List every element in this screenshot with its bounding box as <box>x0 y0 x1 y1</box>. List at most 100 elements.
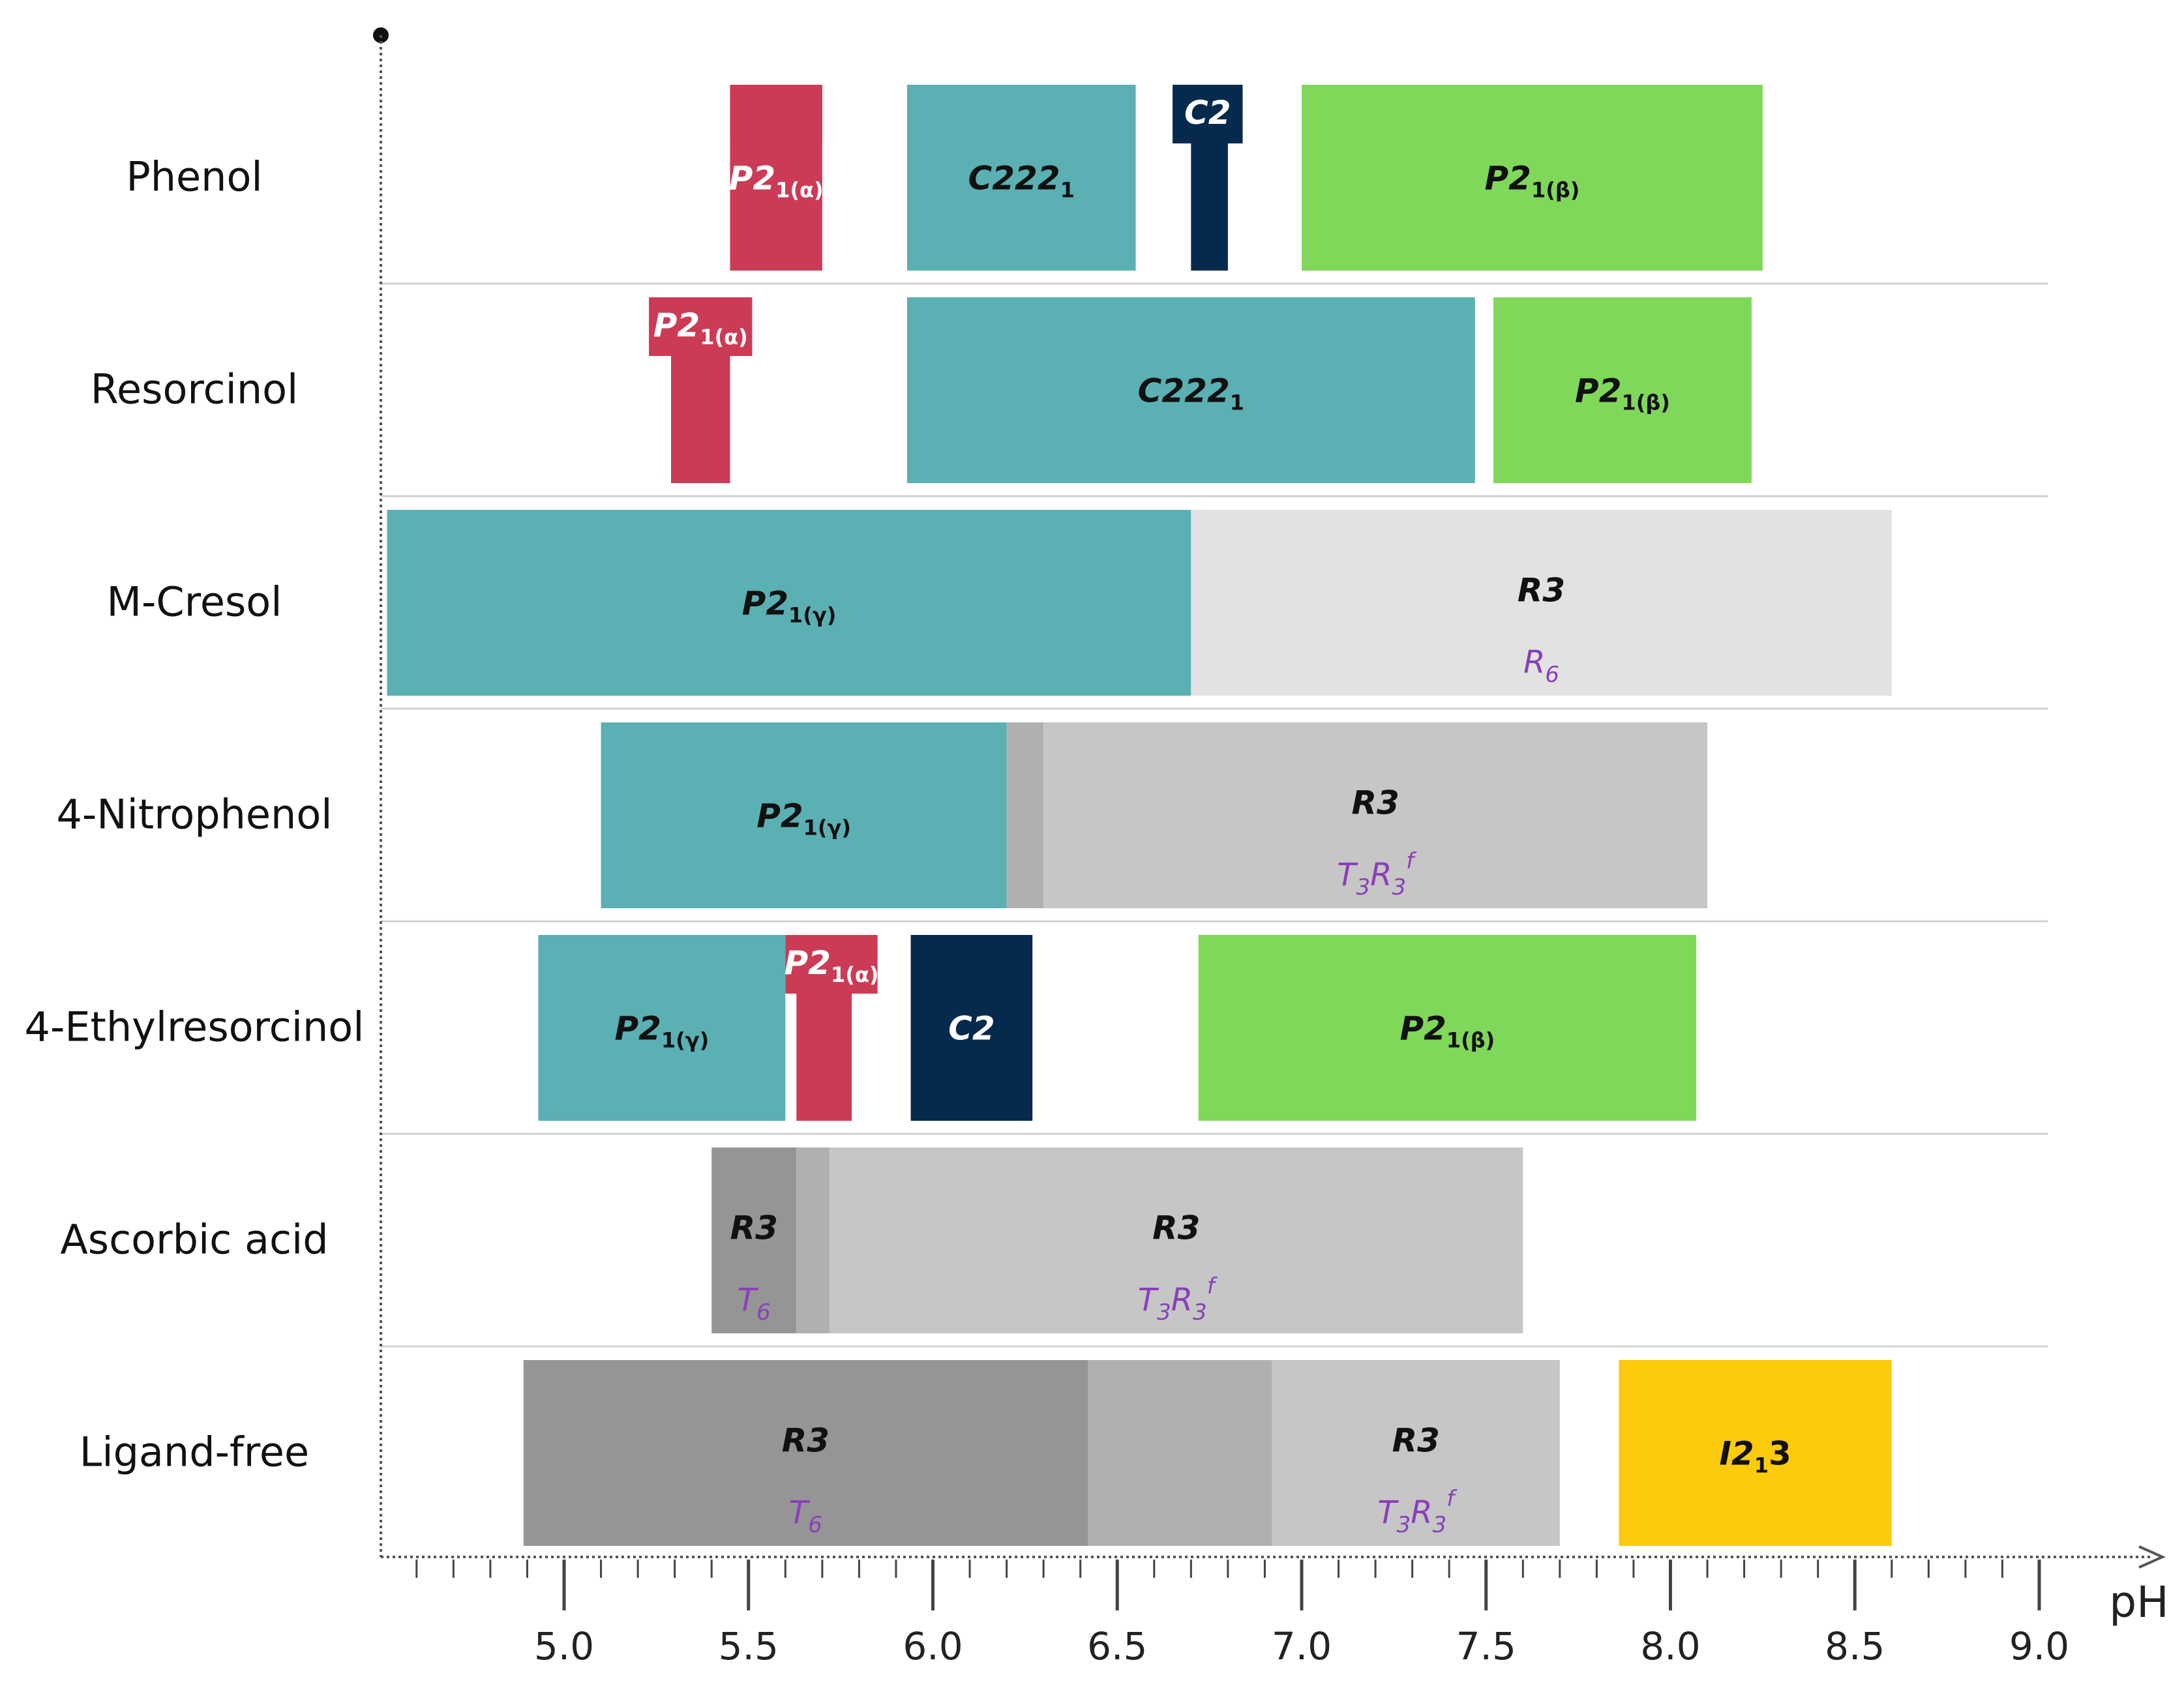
phase-bar-rect <box>538 935 786 1121</box>
phase-bar: I213 <box>1619 1360 1892 1546</box>
phase-bar-rect <box>1088 1360 1272 1546</box>
phase-bar-rect <box>1272 1360 1560 1546</box>
phase-bar-rect <box>906 85 1136 271</box>
phase-row: P21(γ) R3 R6 <box>387 510 1892 696</box>
phase-bar-rect <box>910 935 1033 1121</box>
x-tick-label: 5.0 <box>534 1624 594 1668</box>
row-label: Ligand-free <box>80 1429 309 1476</box>
phase-bar-rect <box>387 510 1191 696</box>
bar-label: C2 <box>1184 94 1231 132</box>
x-tick-label: 6.0 <box>903 1624 963 1668</box>
bar-label: P21(α) <box>653 306 748 349</box>
row-label: 4-Nitrophenol <box>56 791 332 838</box>
phase-bar-rect <box>711 1148 797 1333</box>
bar-label: R3 <box>1392 1422 1440 1460</box>
phase-row: P21(γ) R3 T3R3f <box>601 722 1708 908</box>
bar-label: P21(α) <box>729 160 824 203</box>
x-tick-label: 7.5 <box>1456 1624 1516 1668</box>
phase-bar: P21(α) <box>785 935 879 1121</box>
phase-bar-rect <box>796 1148 830 1333</box>
row-labels: Phenol Resorcinol M-Cresol 4-Nitrophenol 4-E… <box>25 153 365 1476</box>
bar-label: C2 <box>948 1010 995 1048</box>
row-label: Phenol <box>126 153 262 201</box>
x-tick-label: 5.5 <box>719 1624 779 1668</box>
x-tick-label: 6.5 <box>1087 1624 1147 1668</box>
phase-bar <box>796 1148 830 1333</box>
phase-bar: P21(γ) <box>538 935 786 1121</box>
phase-row: P21(α) C2221 C2 P21(β) <box>729 85 1763 271</box>
phase-bar-rect <box>601 722 1007 908</box>
x-axis-label: pH <box>2109 1577 2169 1627</box>
x-axis-ticks: 5.0 5.5 6.0 6.5 7.0 7.5 8.0 8.5 9.0 <box>415 1560 2069 1668</box>
phase-bar-rect <box>523 1360 1088 1546</box>
bar-label: P21(γ) <box>756 797 851 840</box>
bar-label: P21(γ) <box>614 1010 709 1053</box>
x-axis-arrow-icon <box>2138 1545 2166 1569</box>
row-label: 4-Ethylresorcinol <box>25 1003 365 1051</box>
phase-bar: C2 <box>910 935 1033 1121</box>
phase-bar: R3 T3R3f <box>830 1148 1523 1333</box>
bar-label: P21(γ) <box>742 585 837 628</box>
bar-label: P21(β) <box>1485 160 1580 203</box>
phase-row: P21(α) C2221 P21(β) <box>649 297 1752 483</box>
phase-bar: P21(γ) <box>601 722 1007 908</box>
bar-sublabel: T6 <box>738 1282 771 1325</box>
bar-sublabel: T3R3f <box>1337 848 1417 900</box>
phase-bar <box>1088 1360 1272 1546</box>
phase-bar: P21(β) <box>1493 297 1752 483</box>
bar-label: C2221 <box>968 160 1075 203</box>
phase-row: P21(γ) P21(α) C2 P21(β) <box>538 935 1697 1121</box>
x-tick-label: 8.0 <box>1640 1624 1700 1668</box>
phase-bar: R3 T6 <box>523 1360 1088 1546</box>
bar-sublabel: T6 <box>789 1494 822 1538</box>
phase-bar: R3 T3R3f <box>1043 722 1708 908</box>
bar-label: R3 <box>782 1422 830 1460</box>
phase-bar <box>1006 722 1044 908</box>
x-tick-label: 9.0 <box>2009 1624 2069 1668</box>
bar-label: P21(β) <box>1399 1010 1495 1053</box>
bar-label: P21(β) <box>1575 372 1670 415</box>
bar-sublabel: T3R3f <box>1377 1486 1458 1538</box>
phase-bar: P21(α) <box>649 297 753 483</box>
phase-bar-rect <box>1619 1360 1892 1546</box>
row-separators <box>381 282 2048 1348</box>
phase-bar-rect <box>906 297 1475 483</box>
bar-sublabel: R6 <box>1523 644 1559 688</box>
phase-bar: C2 <box>1173 85 1243 271</box>
x-tick-label: 8.5 <box>1825 1624 1885 1668</box>
row-label: M-Cresol <box>107 578 282 626</box>
phase-bar: R3 T3R3f <box>1272 1360 1560 1546</box>
phase-bar: C2221 <box>906 85 1136 271</box>
phase-bar: R3 T6 <box>711 1148 797 1333</box>
bar-sublabel: T3R3f <box>1138 1273 1218 1325</box>
bar-label: R3 <box>730 1209 778 1247</box>
phase-bar: C2221 <box>906 297 1475 483</box>
phase-bar-stem <box>670 297 730 483</box>
phase-bar-rect <box>1493 297 1752 483</box>
bar-label: C2221 <box>1138 372 1244 415</box>
axes: 5.0 5.5 6.0 6.5 7.0 7.5 8.0 8.5 9.0 pH <box>373 27 2169 1668</box>
bar-label: R3 <box>1152 1209 1200 1247</box>
bar-label: P21(α) <box>785 944 879 987</box>
phase-bar: P21(β) <box>1198 935 1697 1121</box>
phase-bar-stem <box>796 935 852 1121</box>
row-label: Ascorbic acid <box>60 1216 328 1264</box>
phase-bar-stem <box>730 85 822 271</box>
phase-bar-rect <box>830 1148 1523 1333</box>
bar-label: R3 <box>1351 784 1399 822</box>
phase-bar: R3 R6 <box>1191 510 1892 696</box>
phase-bar-stem <box>1191 85 1228 271</box>
phase-bar: P21(α) <box>729 85 824 271</box>
phase-bar-rect <box>1302 85 1763 271</box>
row-label: Resorcinol <box>91 366 299 413</box>
phase-bar: P21(β) <box>1302 85 1763 271</box>
bar-label: I213 <box>1719 1435 1791 1478</box>
phase-bar-rect <box>1198 935 1697 1121</box>
phase-bar-rect <box>1043 722 1708 908</box>
phase-bar: P21(γ) <box>387 510 1191 696</box>
phase-bar-rect <box>1006 722 1044 908</box>
phase-row: R3 T6 R3 T3R3f <box>711 1148 1523 1333</box>
x-tick-label: 7.0 <box>1272 1624 1332 1668</box>
